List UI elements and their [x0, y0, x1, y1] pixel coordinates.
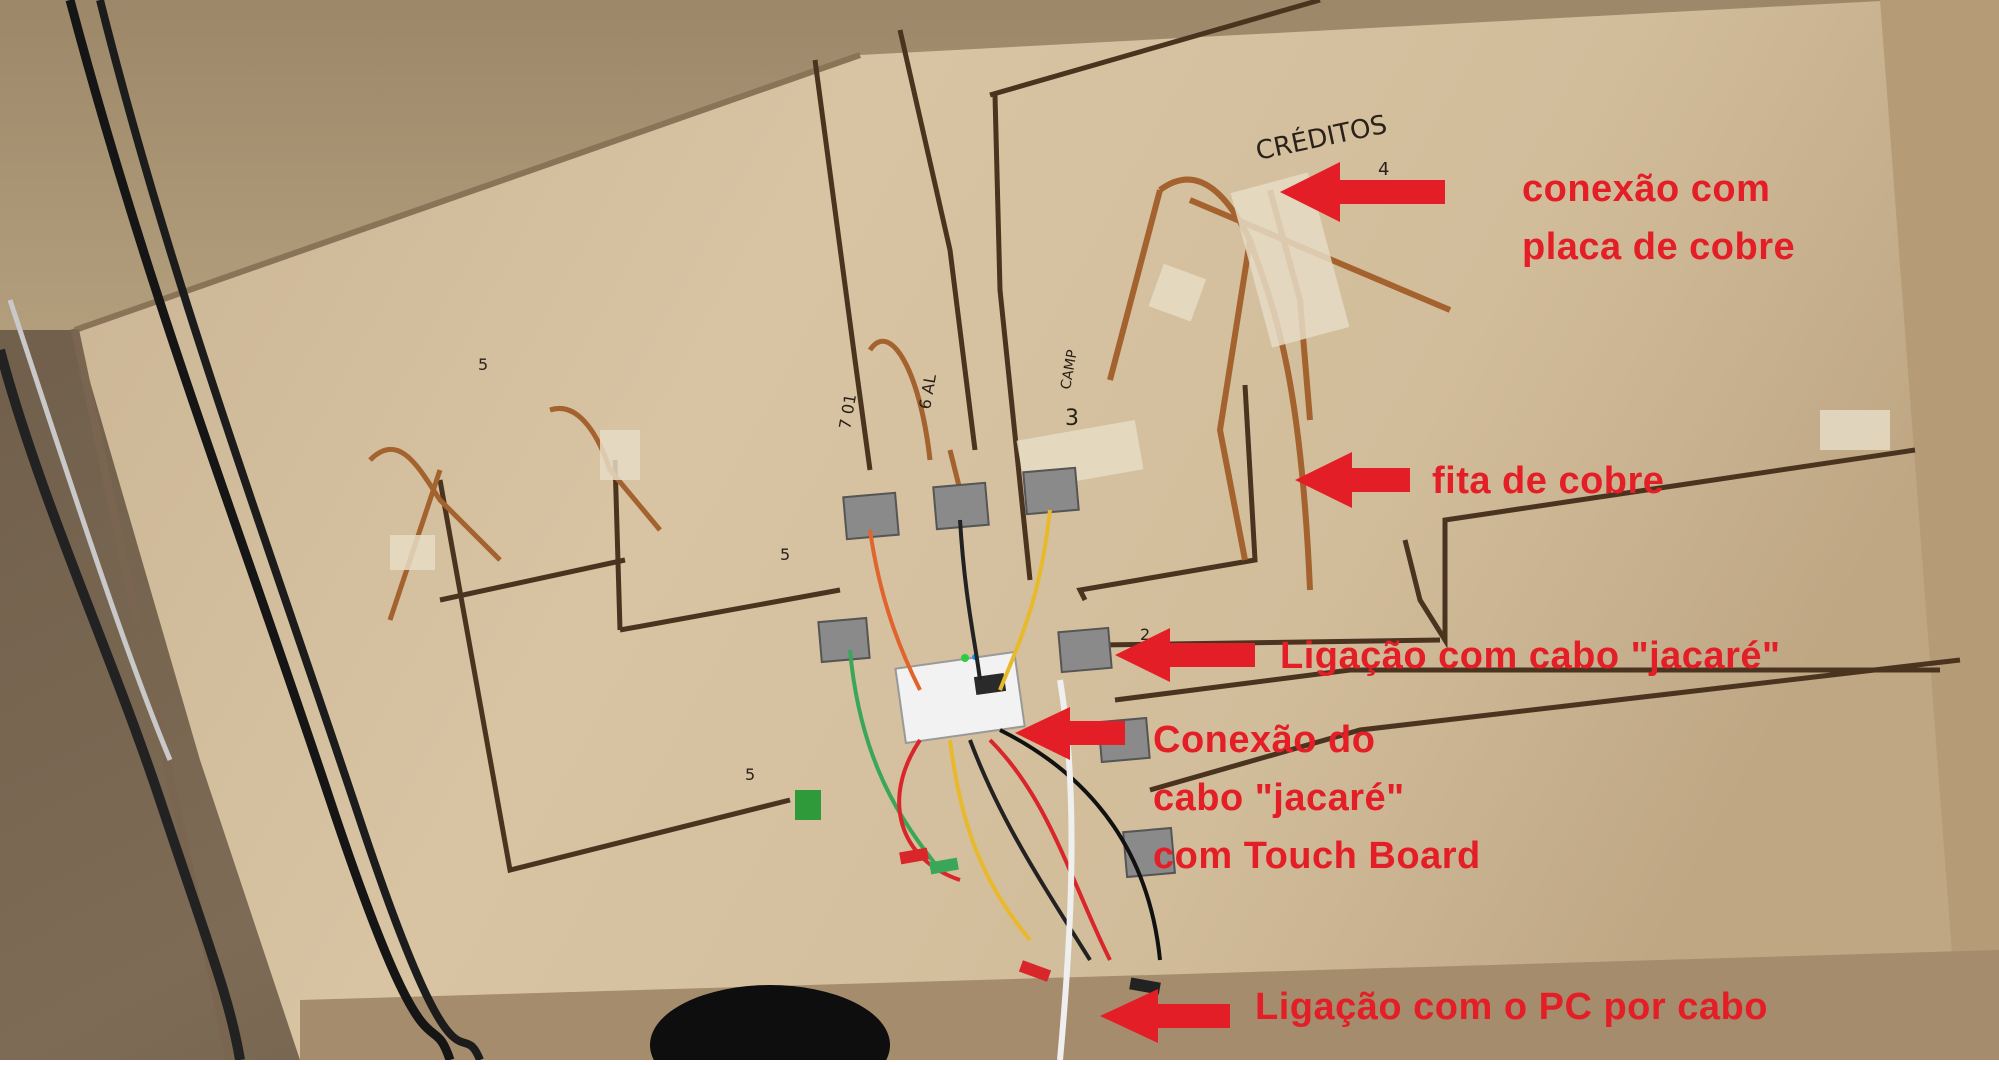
- hand-num-2: 2: [1140, 625, 1150, 644]
- black-cable: [0, 348, 245, 1061]
- annotation-ligacao-jacare: Ligação com cabo "jacaré": [1280, 627, 1781, 685]
- black-cable: [65, 0, 455, 1062]
- arrow-fita: [1295, 452, 1410, 508]
- green-tag: [795, 790, 821, 820]
- top-beam: [0, 0, 1999, 330]
- annotation-conexao-placa: conexão com placa de cobre: [1522, 160, 1795, 276]
- annotation-ligacao-pc-line1: Ligação com o PC por cabo: [1255, 986, 1768, 1028]
- annotation-arrows: [1015, 162, 1445, 1043]
- hand-num-5-mid: 5: [780, 545, 790, 564]
- arrow-ligacao-pc: [1100, 989, 1230, 1043]
- hand-tag-3: CAMP: [1058, 349, 1081, 391]
- annotation-ligacao-pc: Ligação com o PC por cabo: [1255, 978, 1768, 1036]
- board-top-edge: [74, 52, 861, 333]
- annotation-conexao-touch-line3: com Touch Board: [1153, 835, 1481, 877]
- right-frame: [1880, 0, 1999, 1060]
- hand-num-4: 4: [1378, 159, 1389, 180]
- annotation-conexao-touch: Conexão do cabo "jacaré" com Touch Board: [1153, 711, 1481, 885]
- arrow-conexao-touch: [1015, 707, 1125, 760]
- copper-tape-traces: [437, 0, 1961, 874]
- annotation-conexao-placa-line1: conexão com: [1522, 168, 1771, 210]
- annotation-conexao-touch-line2: cabo "jacaré": [1153, 777, 1405, 819]
- annotation-conexao-touch-line1: Conexão do: [1153, 719, 1376, 761]
- alligator-clips: [899, 847, 1161, 995]
- touch-board: [894, 650, 1026, 745]
- annotation-ligacao-jacare-line1: Ligação com cabo "jacaré": [1280, 635, 1781, 677]
- annotation-fita: fita de cobre: [1432, 452, 1664, 510]
- annotation-conexao-placa-line2: placa de cobre: [1522, 226, 1796, 268]
- dark-device: [650, 985, 890, 1065]
- plywood-board: [75, 0, 1999, 1060]
- arrow-ligacao-jacare: [1115, 628, 1255, 682]
- masking-tape: [390, 172, 1890, 570]
- annotation-fita-line1: fita de cobre: [1432, 460, 1665, 502]
- arrow-conexao-placa: [1280, 162, 1445, 222]
- hand-num-5-top: 5: [478, 355, 488, 374]
- hand-num-3: 3: [1065, 406, 1079, 431]
- duct-tape-pads: [817, 466, 1176, 879]
- hand-num-5-bottom: 5: [745, 765, 755, 784]
- black-cable: [96, 0, 484, 1062]
- white-cable: [7, 299, 173, 761]
